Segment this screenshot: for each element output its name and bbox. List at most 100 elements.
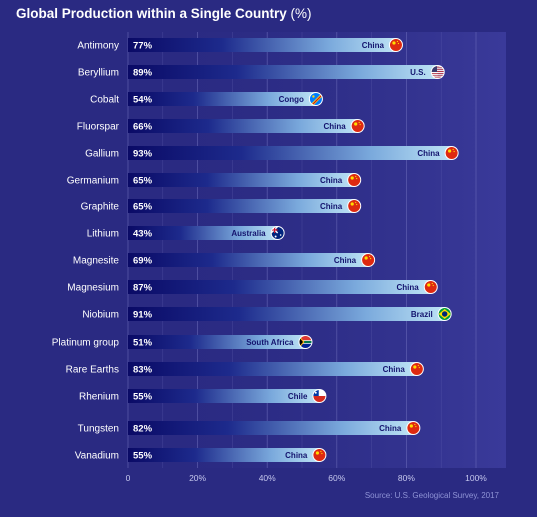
category-label: Rhenium: [79, 392, 119, 403]
chile-flag-icon: [312, 389, 327, 403]
china-flag-icon: [312, 448, 327, 462]
country-label: Chile: [288, 392, 308, 401]
category-label: Rare Earths: [66, 365, 119, 376]
value-label: 43%: [133, 229, 153, 240]
value-label: 69%: [133, 256, 153, 267]
china-flag-icon: [444, 146, 459, 160]
bar-row: Platinum group 51% South Africa: [52, 335, 313, 349]
country-label: China: [383, 365, 406, 374]
bar-row: Magnesium 87% China: [67, 280, 438, 294]
category-label: Tungsten: [78, 424, 119, 435]
bar: [128, 389, 320, 403]
category-label: Germanium: [67, 176, 119, 187]
category-label: Fluorspar: [77, 122, 120, 133]
category-label: Graphite: [81, 202, 120, 213]
bar: [128, 38, 396, 52]
country-label: China: [334, 256, 357, 265]
congo-flag-icon: [308, 92, 323, 106]
chart-title-unit: (%): [290, 6, 312, 21]
bar-row: Gallium 93% China: [85, 146, 459, 160]
bar: [128, 146, 452, 160]
country-label: China: [417, 149, 440, 158]
value-label: 93%: [133, 149, 153, 160]
bar: [128, 119, 358, 133]
china-flag-icon: [347, 199, 362, 213]
source-note: Source: U.S. Geological Survey, 2017: [364, 491, 499, 500]
country-label: China: [320, 202, 343, 211]
bar-row: Cobalt 54% Congo: [90, 92, 323, 106]
bar-row: Tungsten 82% China: [78, 421, 421, 435]
bar-row: Fluorspar 66% China: [77, 119, 365, 133]
country-label: China: [285, 451, 308, 460]
category-label: Vanadium: [75, 451, 119, 462]
bar: [128, 226, 278, 240]
category-label: Lithium: [87, 229, 119, 240]
chart-title: Global Production within a Single Countr…: [16, 6, 312, 21]
category-label: Niobium: [82, 310, 119, 321]
bar: [128, 253, 369, 267]
category-label: Magnesite: [73, 256, 120, 267]
bar: [128, 421, 414, 435]
bar-row: Rare Earths 83% China: [66, 362, 424, 376]
country-label: China: [320, 176, 343, 185]
china-flag-icon: [388, 38, 403, 52]
category-label: Gallium: [85, 149, 119, 160]
bar: [128, 307, 445, 321]
country-label: China: [362, 41, 385, 50]
category-label: Magnesium: [67, 283, 119, 294]
x-tick-label: 100%: [465, 473, 487, 483]
category-label: Platinum group: [52, 338, 120, 349]
x-tick-label: 80%: [398, 473, 415, 483]
country-label: Australia: [231, 229, 266, 238]
value-label: 91%: [133, 310, 153, 321]
australia-flag-icon: [270, 226, 285, 240]
value-label: 54%: [133, 95, 153, 106]
chart-title-text: Global Production within a Single Countr…: [16, 6, 287, 21]
value-label: 82%: [133, 424, 153, 435]
value-label: 65%: [133, 202, 153, 213]
bar-row: Niobium 91% Brazil: [82, 307, 452, 321]
value-label: 55%: [133, 392, 153, 403]
country-label: China: [397, 283, 420, 292]
bar: [128, 92, 316, 106]
china-flag-icon: [361, 253, 376, 267]
brazil-flag-icon: [437, 307, 452, 321]
south-africa-flag-icon: [298, 335, 313, 349]
bar-row: Germanium 65% China: [67, 173, 362, 187]
china-flag-icon: [350, 119, 365, 133]
china-flag-icon: [406, 421, 421, 435]
bar: [128, 362, 417, 376]
bar: [128, 199, 355, 213]
bar-row: Rhenium 55% Chile: [79, 389, 327, 403]
value-label: 55%: [133, 451, 153, 462]
value-label: 66%: [133, 122, 153, 133]
country-label: U.S.: [410, 68, 426, 77]
category-label: Antimony: [77, 41, 119, 52]
bar-row: Vanadium 55% China: [75, 448, 327, 462]
country-label: Congo: [279, 95, 304, 104]
country-label: China: [323, 122, 346, 131]
bar-row: Lithium 43% Australia: [87, 226, 285, 240]
country-label: China: [379, 424, 402, 433]
x-tick-label: 0: [126, 473, 131, 483]
bar: [128, 335, 306, 349]
value-label: 83%: [133, 365, 153, 376]
us-flag-icon: [430, 65, 445, 79]
x-tick-label: 60%: [328, 473, 345, 483]
bar: [128, 280, 431, 294]
china-flag-icon: [347, 173, 362, 187]
category-label: Beryllium: [78, 68, 119, 79]
bar: [128, 65, 438, 79]
value-label: 65%: [133, 176, 153, 187]
value-label: 87%: [133, 283, 153, 294]
category-label: Cobalt: [90, 95, 119, 106]
bar: [128, 448, 320, 462]
x-tick-label: 40%: [259, 473, 276, 483]
bar-row: Magnesite 69% China: [73, 253, 376, 267]
bar-row: Graphite 65% China: [81, 199, 362, 213]
country-label: South Africa: [246, 338, 294, 347]
value-label: 51%: [133, 338, 153, 349]
china-flag-icon: [409, 362, 424, 376]
value-label: 77%: [133, 41, 153, 52]
